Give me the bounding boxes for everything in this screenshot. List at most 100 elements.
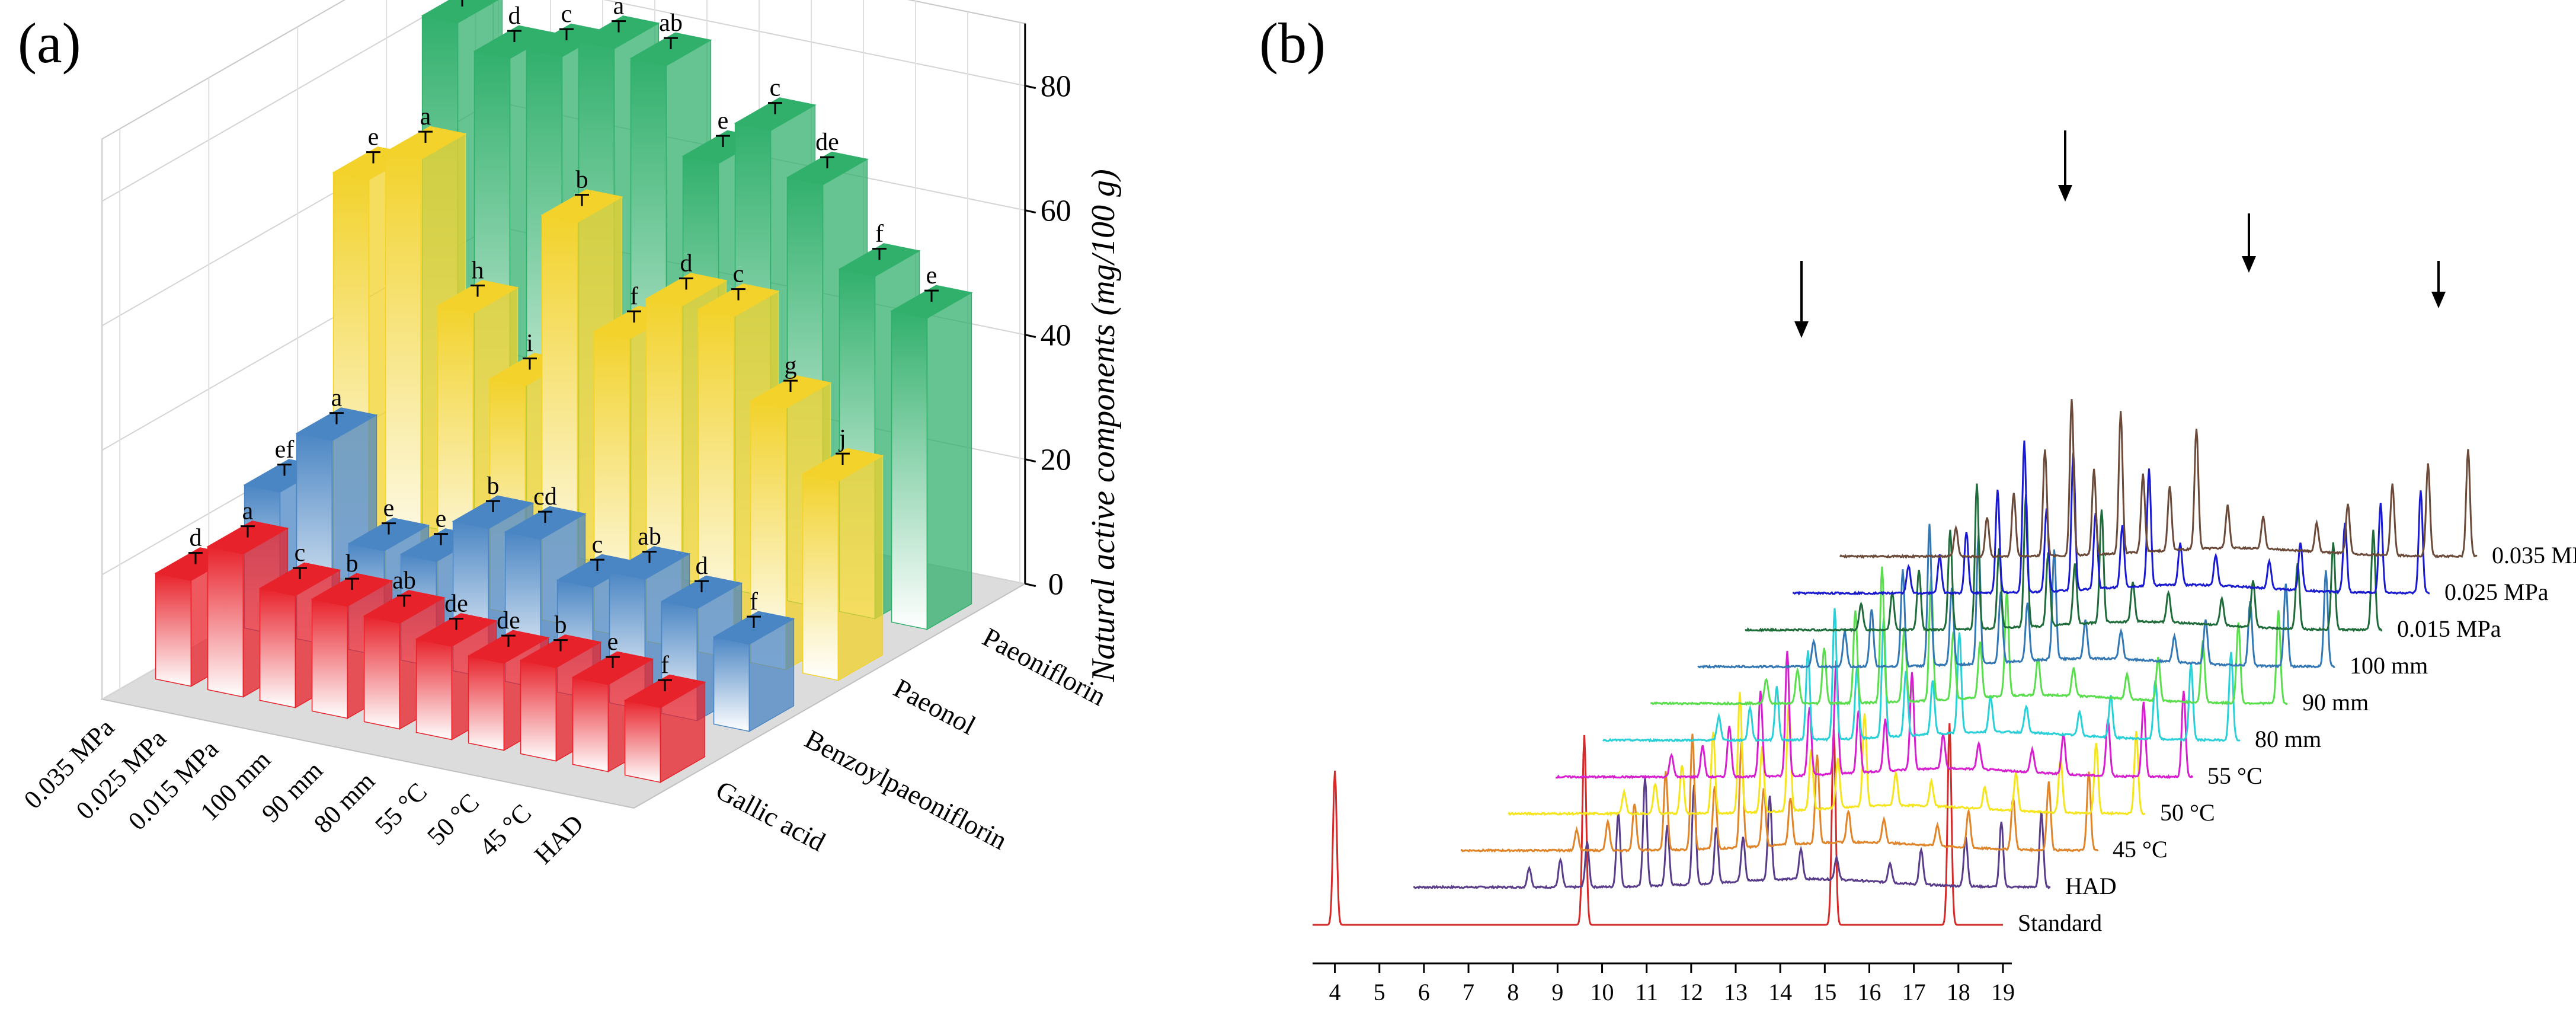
trace-label: 100 mm [2350,652,2428,679]
trace-label: 0.035 MPa [2492,542,2576,569]
significance-letter: d [680,250,693,277]
chromatogram-trace [1650,566,2288,706]
bar: f [623,652,706,783]
bar-front-face [207,545,244,698]
bar-front-face [259,588,296,708]
z-tick [1025,85,1036,90]
bar-front-face [713,636,750,732]
significance-letter: d [508,2,521,30]
trace-label: 45 °C [2113,836,2168,863]
significance-letter: j [838,425,846,452]
bar: j [801,425,884,681]
x-tick-label: 10 [1591,979,1614,1005]
x-tick-label: 12 [1679,979,1703,1005]
significance-letter: f [750,588,758,615]
chromatogram-trace [1839,399,2478,560]
z-tick-label: 20 [1041,443,1071,477]
bar-side-face [926,292,972,630]
significance-letter: e [383,495,395,522]
condition-label: HAD [529,809,589,870]
significance-letter: f [661,652,669,679]
bar-front-face [624,700,661,783]
significance-letter: de [444,590,468,618]
significance-letter: b [346,550,359,577]
panel-label-a: (a) [18,11,81,75]
bar-side-face [837,455,884,681]
significance-letter: a [242,498,254,525]
significance-letter: e [436,506,447,533]
panel-label-b: (b) [1259,11,1326,75]
significance-letter: ab [392,567,416,595]
a-z-axis-label: Natural active components (mg/100 g) [1085,169,1122,682]
arrow-annotation [1794,261,1809,338]
component-label: Gallic acid [711,775,830,857]
x-tick-label: 17 [1902,979,1926,1005]
b-x-axis: 4 5 6 7 8 9 10 11 12 13 14 15 16 17 18 19 [1313,962,2015,1005]
trace-label: 0.025 MPa [2444,579,2549,605]
significance-letter: a [420,103,431,130]
arrow-annotation [2242,213,2256,273]
x-tick-label: 14 [1768,979,1792,1005]
arrow-annotation [2431,261,2446,308]
significance-letter: cd [533,483,557,510]
significance-letter: c [592,531,603,558]
x-tick-label: 16 [1857,979,1881,1005]
chromatogram-trace [1556,650,2194,780]
x-tick-label: 9 [1551,979,1563,1005]
x-tick-label: 5 [1374,979,1385,1005]
significance-letter: ab [638,523,661,551]
chromatogram-trace [1602,608,2241,743]
bar-front-face [468,655,505,751]
z-tick [1025,583,1036,588]
a-bars: bdcaabecdefeeahibfdcgjefaeebcdcabdfdacba… [154,0,973,783]
significance-letter: f [630,283,638,310]
significance-letter: g [785,352,797,379]
z-gridline [101,0,1026,202]
significance-letter: e [718,107,729,135]
significance-letter: b [487,473,500,500]
significance-letter: b [555,612,567,639]
chromatogram-trace [1792,440,2430,596]
bar: f [712,588,795,732]
z-tick-label: 80 [1041,70,1071,104]
trace-label: 90 mm [2302,689,2369,716]
significance-letter: ab [659,9,683,37]
significance-letter: de [815,129,839,156]
significance-letter: c [561,1,572,28]
z-tick-label: 60 [1041,194,1071,228]
significance-letter: de [497,607,520,634]
bar: e [890,262,973,630]
significance-letter: c [295,539,306,567]
x-tick-label: 8 [1507,979,1519,1005]
chromatogram-trace [1508,692,2146,817]
bar-front-face [311,598,348,719]
significance-letter: c [770,75,781,102]
significance-letter: a [613,0,625,20]
trace-label: 80 mm [2255,726,2321,752]
z-tick-label: 0 [1048,568,1064,602]
chromatogram-trace [1413,777,2051,890]
bar-front-face [415,638,453,740]
significance-letter: b [576,167,588,194]
panel-a-3d-bar-chart: bdcaabecdefeeahibfdcgjefaeebcdcabdfdacba… [18,0,1122,870]
significance-letter: d [696,553,708,580]
chromatogram-trace [1745,483,2383,633]
x-tick-label: 6 [1418,979,1430,1005]
arrow-head [1794,321,1809,338]
chromatogram-trace [1313,723,2003,926]
significance-letter: i [526,330,533,357]
arrow-head [2242,256,2256,273]
x-tick-label: 18 [1947,979,1970,1005]
x-tick-label: 7 [1463,979,1474,1005]
component-label: Benzoylpaeoniflorin [800,724,1012,856]
significance-letter: c [733,261,744,288]
chromatogram-trace [1460,733,2099,853]
trace-label: 0.015 MPa [2397,615,2501,642]
chromatogram-trace [1697,523,2335,669]
panel-b-chromatograms: Standard HAD 45 °C 50 °C 55 °C 80 mm 90 mm 100 … [1313,130,2576,1005]
significance-letter: h [472,257,484,285]
b-traces: Standard HAD 45 °C 50 °C 55 °C 80 mm 90 mm 100 … [1313,399,2576,936]
bar-front-face [363,615,401,730]
significance-letter: e [607,628,619,656]
